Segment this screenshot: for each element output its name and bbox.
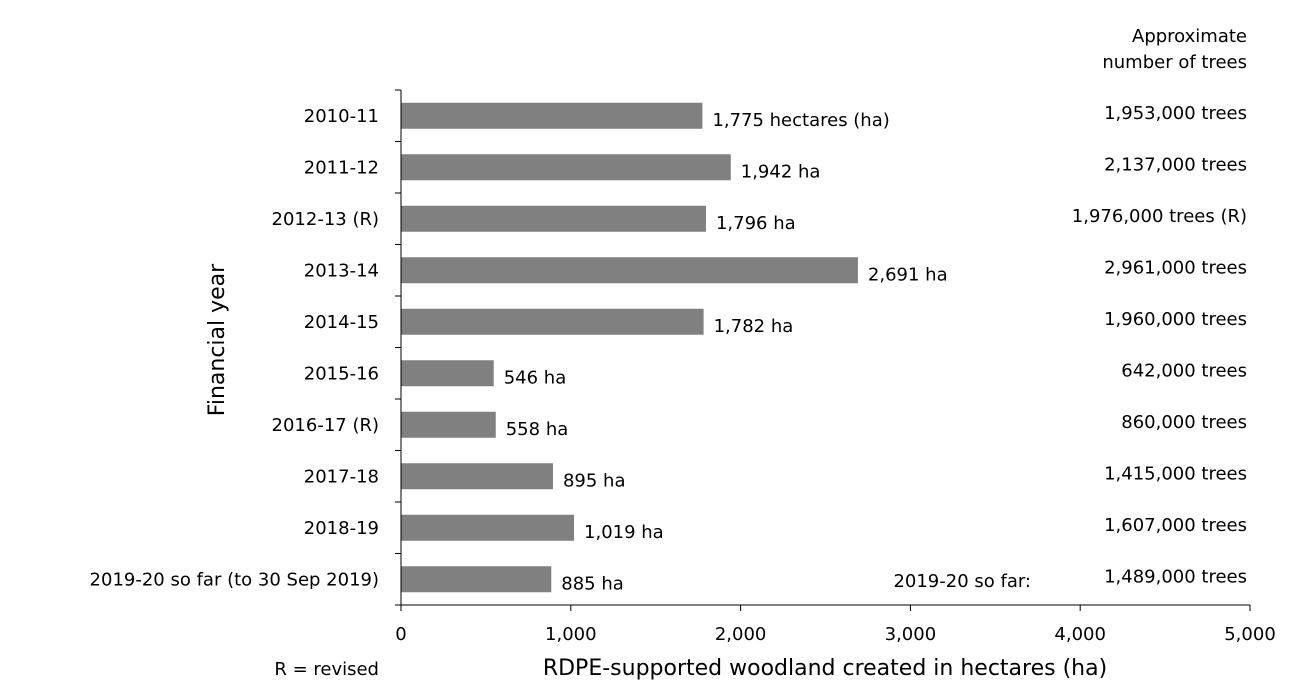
trees-label: 1,976,000 trees (R) (1072, 206, 1247, 227)
x-axis-title: RDPE-supported woodland created in hecta… (543, 656, 1107, 681)
x-tick-label: 0 (395, 624, 406, 645)
trees-header-line: number of trees (1102, 52, 1247, 73)
category-label: 2014-15 (304, 312, 379, 333)
category-label: 2016-17 (R) (272, 415, 379, 436)
category-label: 2015-16 (304, 363, 379, 384)
bar-value-label: 1,942 ha (741, 161, 821, 182)
category-label: 2018-19 (304, 518, 379, 539)
trees-label: 2,961,000 trees (1104, 257, 1247, 278)
bar-value-label: 895 ha (563, 470, 626, 491)
bar (401, 102, 703, 129)
category-label: 2013-14 (304, 260, 379, 281)
bar (401, 308, 704, 335)
category-label: 2010-11 (304, 106, 379, 127)
trees-column-header: Approximate number of trees (1102, 26, 1247, 73)
trees-label: 1,953,000 trees (1104, 103, 1247, 124)
trees-header-line: Approximate (1132, 26, 1247, 47)
trees-label: 860,000 trees (1121, 412, 1247, 433)
bar (401, 205, 706, 232)
bar (401, 257, 858, 284)
category-label: 2011-12 (304, 157, 379, 178)
bar (401, 411, 496, 438)
axes-group: 0 1,000 2,000 3,000 4,000 5,000 (395, 89, 1276, 645)
bar-value-label: 558 ha (506, 419, 569, 440)
bar-value-label: 1,019 ha (584, 522, 664, 543)
bars-group (401, 102, 858, 593)
trees-label: 1,960,000 trees (1104, 309, 1247, 330)
bar (401, 463, 553, 490)
bar-value-label: 1,782 ha (714, 316, 794, 337)
y-axis-title: Financial year (205, 263, 230, 416)
bar (401, 566, 552, 593)
category-label: 2012-13 (R) (272, 209, 379, 230)
x-tick-label: 1,000 (545, 624, 597, 645)
x-tick-label: 3,000 (885, 624, 937, 645)
category-label: 2017-18 (304, 466, 379, 487)
bar-value-label: 2,691 ha (868, 264, 948, 285)
bar-value-label: 1,775 hectares (ha) (712, 110, 889, 131)
x-tick-label: 4,000 (1054, 624, 1106, 645)
trees-label: 642,000 trees (1121, 360, 1247, 381)
bar (401, 514, 575, 541)
bar-value-label: 885 ha (561, 573, 624, 594)
footnote-revised: R = revised (274, 659, 379, 680)
trees-label: 1,415,000 trees (1104, 463, 1247, 484)
trees-label: 1,489,000 trees (1104, 566, 1247, 587)
x-tick-label: 2,000 (715, 624, 767, 645)
bar-value-label: 546 ha (504, 367, 567, 388)
trees-label: 1,607,000 trees (1104, 515, 1247, 536)
trees-label: 2,137,000 trees (1104, 154, 1247, 175)
category-label: 2019-20 so far (to 30 Sep 2019) (90, 569, 379, 590)
bar-value-label: 1,796 ha (716, 213, 796, 234)
trees-prefix-label: 2019-20 so far: (893, 571, 1031, 592)
category-labels-group: 2010-11 2011-12 2012-13 (R) 2013-14 2014-15 2… (90, 106, 379, 591)
value-labels-group: 1,775 hectares (ha) 1,942 ha 1,796 ha 2,691… (504, 110, 948, 595)
x-tick-label: 5,000 (1224, 624, 1276, 645)
bar (401, 360, 494, 387)
bar (401, 154, 731, 181)
trees-labels-group: 1,953,000 trees 2,137,000 trees 1,976,000 … (1072, 103, 1247, 588)
